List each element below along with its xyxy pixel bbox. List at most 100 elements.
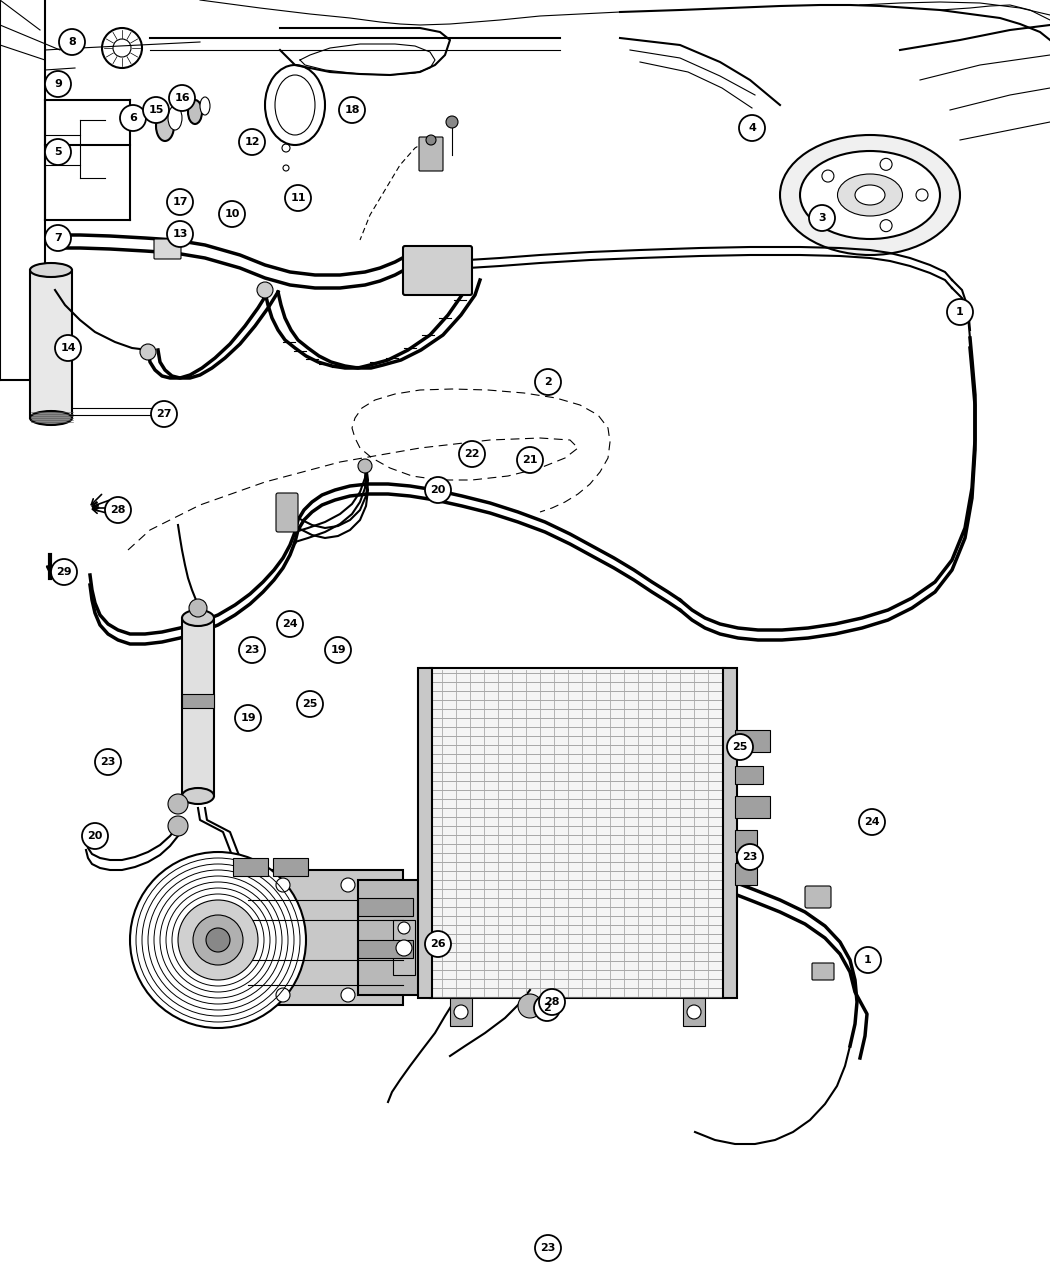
Ellipse shape: [182, 788, 214, 805]
FancyBboxPatch shape: [403, 246, 472, 295]
Text: 1: 1: [957, 307, 964, 317]
Circle shape: [358, 459, 372, 473]
Circle shape: [739, 115, 765, 142]
Text: 20: 20: [430, 484, 445, 495]
Text: 18: 18: [344, 105, 360, 115]
Bar: [273, 858, 308, 876]
Circle shape: [880, 158, 892, 171]
Circle shape: [45, 139, 71, 164]
Text: 23: 23: [742, 852, 758, 862]
Circle shape: [396, 940, 412, 956]
Text: 22: 22: [464, 449, 480, 459]
Text: 8: 8: [68, 37, 76, 47]
Text: 21: 21: [522, 455, 538, 465]
Circle shape: [277, 611, 303, 638]
Text: 23: 23: [245, 645, 259, 655]
Circle shape: [51, 558, 77, 585]
Circle shape: [143, 97, 169, 122]
Bar: [30, 270, 72, 418]
Circle shape: [947, 300, 973, 325]
Ellipse shape: [156, 111, 174, 142]
Circle shape: [45, 224, 71, 251]
Circle shape: [167, 221, 193, 247]
FancyBboxPatch shape: [419, 136, 443, 171]
Circle shape: [855, 947, 881, 973]
Text: 19: 19: [330, 645, 345, 655]
Circle shape: [339, 97, 365, 122]
Circle shape: [59, 29, 85, 55]
Text: 2: 2: [543, 1003, 551, 1014]
Text: 3: 3: [818, 213, 825, 223]
Ellipse shape: [800, 150, 940, 238]
Circle shape: [105, 497, 131, 523]
Circle shape: [239, 129, 265, 156]
Text: 29: 29: [57, 567, 71, 578]
Text: 4: 4: [748, 122, 756, 133]
Text: 19: 19: [240, 713, 256, 723]
Circle shape: [235, 705, 261, 731]
Circle shape: [239, 638, 265, 663]
Circle shape: [193, 915, 243, 965]
Ellipse shape: [182, 609, 214, 626]
Ellipse shape: [30, 411, 72, 425]
Circle shape: [189, 599, 207, 617]
Ellipse shape: [168, 106, 182, 130]
Bar: [248, 870, 403, 1005]
Bar: [430, 668, 724, 998]
Text: 28: 28: [110, 505, 126, 515]
Circle shape: [219, 201, 245, 227]
Circle shape: [425, 477, 451, 504]
Circle shape: [425, 931, 451, 958]
Bar: [182, 694, 214, 708]
Ellipse shape: [30, 263, 72, 277]
Ellipse shape: [780, 135, 960, 255]
Text: 12: 12: [245, 136, 259, 147]
Circle shape: [398, 922, 410, 935]
FancyBboxPatch shape: [812, 963, 834, 980]
Circle shape: [822, 170, 834, 182]
Circle shape: [297, 691, 323, 717]
Bar: [450, 998, 472, 1026]
Circle shape: [916, 189, 928, 201]
Text: 7: 7: [55, 233, 62, 244]
Bar: [358, 898, 413, 915]
Circle shape: [517, 448, 543, 473]
Bar: [723, 668, 737, 998]
Bar: [735, 796, 770, 819]
Bar: [183, 921, 205, 975]
Circle shape: [276, 878, 290, 892]
FancyBboxPatch shape: [805, 886, 831, 908]
Circle shape: [687, 1005, 701, 1019]
Circle shape: [168, 794, 188, 813]
Ellipse shape: [188, 99, 202, 124]
Circle shape: [341, 988, 355, 1002]
Circle shape: [737, 844, 763, 870]
Bar: [735, 766, 763, 784]
FancyBboxPatch shape: [276, 493, 298, 532]
Text: 25: 25: [302, 699, 318, 709]
Circle shape: [168, 816, 188, 836]
Bar: [735, 863, 757, 885]
Text: 25: 25: [732, 742, 748, 752]
Text: 28: 28: [544, 997, 560, 1007]
Circle shape: [459, 441, 485, 467]
Bar: [233, 858, 268, 876]
Circle shape: [45, 71, 71, 97]
Circle shape: [130, 852, 306, 1028]
Circle shape: [518, 994, 542, 1017]
Circle shape: [536, 368, 561, 395]
Text: 14: 14: [60, 343, 76, 353]
Circle shape: [206, 928, 230, 952]
Bar: [182, 618, 214, 796]
Circle shape: [454, 1005, 468, 1019]
Text: 5: 5: [55, 147, 62, 157]
Circle shape: [94, 748, 121, 775]
Bar: [735, 830, 757, 852]
Bar: [393, 921, 415, 975]
Ellipse shape: [855, 185, 885, 205]
Text: 16: 16: [174, 93, 190, 103]
Circle shape: [727, 734, 753, 760]
Text: 23: 23: [101, 757, 116, 768]
Circle shape: [82, 822, 108, 849]
Circle shape: [808, 205, 835, 231]
